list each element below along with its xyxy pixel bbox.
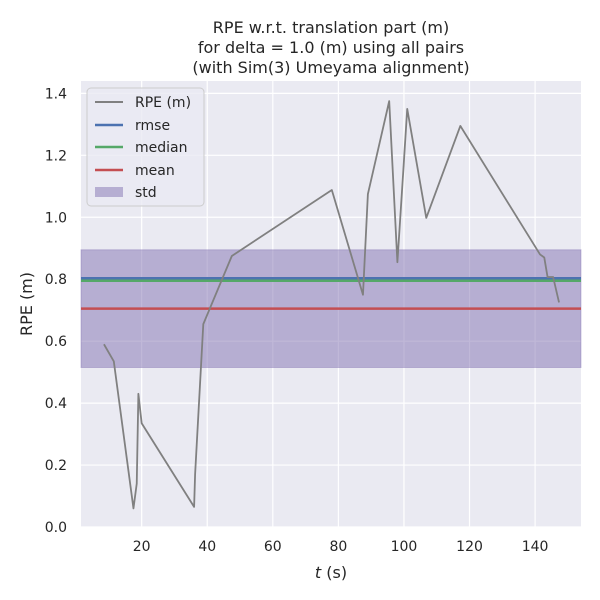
x-tick-label: 60 (264, 539, 282, 555)
rpe-series-line (103, 100, 560, 510)
series-layer (103, 100, 560, 510)
y-tick-label: 0.0 (45, 520, 67, 536)
y-tick-label: 0.8 (45, 272, 67, 288)
y-ticks: 0.0 0.2 0.4 0.6 0.8 1.0 1.2 1.4 (45, 86, 67, 536)
y-axis-label: RPE (m) (17, 272, 36, 336)
y-tick-label: 0.2 (45, 458, 67, 474)
x-axis-label-unit: (s) (321, 563, 347, 582)
legend-box (86, 87, 205, 207)
legend-label-rmse: rmse (135, 118, 170, 134)
legend-label-std: std (135, 185, 157, 201)
legend-label-mean: mean (135, 163, 175, 179)
y-tick-label: 1.0 (45, 210, 67, 226)
x-axis-label-var: t (315, 563, 322, 582)
chart-title-line-2: for delta = 1.0 (m) using all pairs (198, 38, 464, 57)
x-tick-label: 40 (198, 539, 216, 555)
x-axis-label: t (s) (315, 563, 347, 582)
legend-label-rpe: RPE (m) (135, 95, 191, 111)
chart-title-line-3: (with Sim(3) Umeyama alignment) (192, 58, 469, 77)
x-tick-label: 100 (391, 539, 418, 555)
stat-lines (81, 277, 581, 310)
y-tick-label: 0.6 (45, 334, 67, 350)
x-tick-label: 20 (133, 539, 151, 555)
chart-title-line-1: RPE w.r.t. translation part (m) (213, 18, 449, 37)
x-tick-label: 80 (329, 539, 347, 555)
legend-swatch-std (95, 187, 123, 197)
y-tick-label: 1.2 (45, 148, 67, 164)
legend: RPE (m) rmse median mean std (86, 87, 205, 207)
y-tick-label: 1.4 (45, 86, 67, 102)
x-tick-label: 120 (456, 539, 483, 555)
x-ticks: 20 40 60 80 100 120 140 (133, 539, 549, 555)
x-tick-label: 140 (522, 539, 549, 555)
legend-label-median: median (135, 140, 187, 156)
y-tick-label: 0.4 (45, 396, 67, 412)
